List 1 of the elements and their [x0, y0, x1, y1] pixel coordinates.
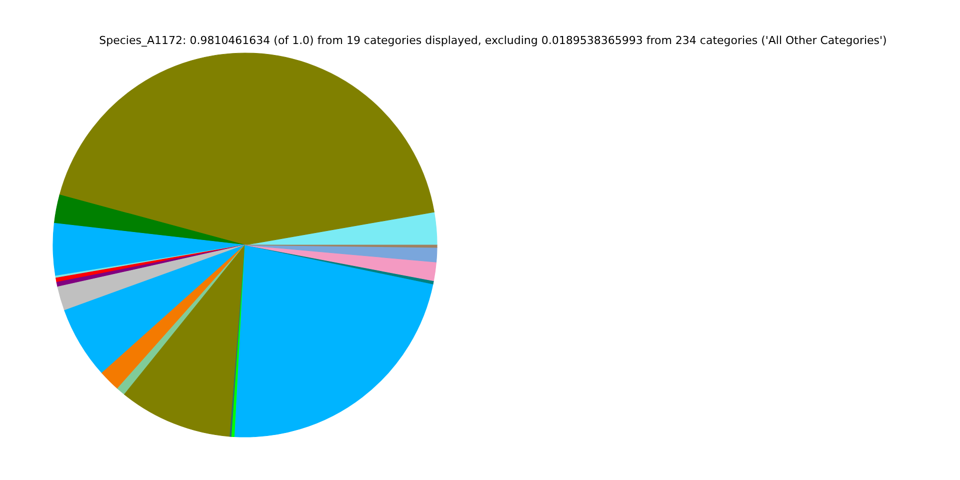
text: Species_A1172: 0.9810461634 (of 1.0) from 19 categories displayed, excluding 0.0189538365993 from 234 categories ('All Other Categories'): [98, 34, 888, 47]
